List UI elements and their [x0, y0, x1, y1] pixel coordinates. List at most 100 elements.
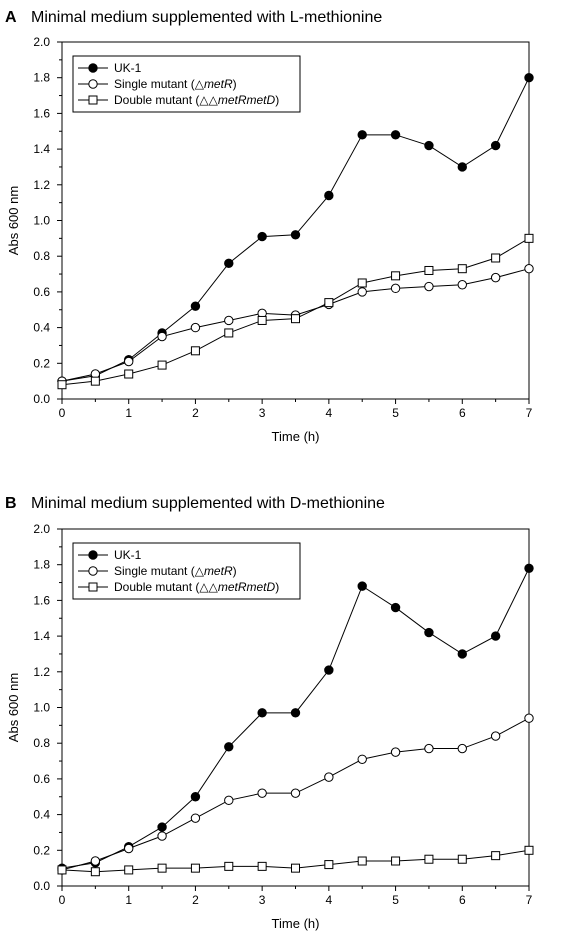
y-tick-label: 1.6 [33, 593, 50, 607]
data-point [491, 851, 501, 861]
data-point [124, 865, 134, 875]
legend-box [72, 542, 301, 600]
data-point [524, 233, 534, 243]
data-point [57, 380, 67, 390]
x-tick-label: 1 [125, 893, 132, 907]
y-tick-label: 1.4 [33, 142, 50, 156]
legend-label: Single mutant (△metR) [114, 564, 237, 578]
y-axis-label: Abs 600 nm [6, 673, 21, 742]
y-tick-label: 0.6 [33, 285, 50, 299]
data-point [224, 795, 234, 806]
x-tick-label: 7 [526, 406, 533, 420]
data-point [190, 792, 201, 802]
legend-marker [88, 550, 98, 560]
data-point [190, 322, 201, 333]
data-point [391, 856, 401, 866]
data-point [157, 863, 167, 873]
data-point [157, 360, 167, 370]
series-line [61, 77, 530, 382]
y-tick-label: 1.2 [33, 178, 50, 192]
data-point [391, 271, 401, 281]
x-tick-label: 6 [459, 406, 466, 420]
legend-marker [88, 566, 98, 576]
data-point [524, 563, 534, 573]
x-tick-label: 5 [392, 893, 399, 907]
data-point [457, 743, 467, 754]
legend-label-italic: metR [204, 564, 233, 578]
panel-a: A Minimal medium supplemented with L-meth… [5, 9, 534, 444]
data-point [490, 731, 501, 741]
data-point [490, 631, 501, 641]
x-tick-label: 3 [259, 406, 266, 420]
data-point [224, 861, 234, 871]
data-point [357, 287, 367, 297]
data-point [157, 331, 167, 342]
series-line [61, 568, 530, 869]
data-point [424, 281, 434, 292]
data-point [190, 346, 200, 356]
data-point [390, 283, 401, 294]
data-point [324, 298, 334, 308]
data-point [257, 315, 267, 325]
x-tick-label: 4 [326, 893, 333, 907]
y-tick-label: 1.6 [33, 106, 50, 120]
chart-title: Minimal medium supplemented with L-methi… [31, 9, 382, 26]
data-point [324, 860, 334, 870]
x-tick-label: 5 [392, 406, 399, 420]
x-tick-label: 2 [192, 406, 199, 420]
x-tick-label: 2 [192, 893, 199, 907]
y-tick-label: 0.0 [33, 392, 50, 406]
legend-label-italic: metRmetD [218, 580, 276, 594]
x-tick-label: 6 [459, 893, 466, 907]
panel-letter: A [5, 9, 17, 26]
y-tick-label: 1.4 [33, 629, 50, 643]
x-tick-label: 0 [59, 893, 66, 907]
legend-label-prefix: UK-1 [114, 548, 142, 562]
legend-marker [88, 95, 98, 105]
legend-box [72, 55, 301, 113]
data-point [390, 130, 401, 140]
data-point [57, 865, 67, 875]
legend-label: UK-1 [114, 61, 142, 75]
data-point [90, 856, 101, 866]
data-point [257, 788, 267, 798]
data-point [291, 314, 300, 324]
legend-label: Single mutant (△metR) [114, 77, 237, 91]
data-point [224, 742, 234, 752]
data-point [324, 772, 334, 782]
data-point [324, 665, 334, 675]
data-point [524, 73, 534, 83]
data-point [390, 747, 401, 757]
data-point [424, 627, 434, 638]
legend-label-prefix: Double mutant (△△ [114, 580, 219, 594]
legend-label: UK-1 [114, 548, 142, 562]
y-tick-label: 0.4 [33, 321, 50, 335]
data-point [424, 265, 434, 275]
data-point [124, 356, 134, 367]
y-tick-label: 1.0 [33, 701, 50, 715]
data-point [357, 278, 367, 288]
legend-marker [88, 79, 98, 89]
x-axis-label: Time (h) [272, 429, 320, 444]
y-tick-label: 2.0 [33, 35, 50, 49]
x-tick-label: 3 [259, 893, 266, 907]
data-point [357, 856, 367, 866]
legend-label: Double mutant (△△metRmetD) [114, 580, 279, 594]
y-tick-label: 1.8 [33, 71, 50, 85]
x-tick-label: 0 [59, 406, 66, 420]
legend-label-italic: metRmetD [218, 93, 276, 107]
data-point [90, 867, 100, 877]
x-tick-label: 1 [125, 406, 132, 420]
data-point [424, 854, 434, 864]
legend-label-suffix: ) [275, 580, 279, 594]
legend-label-suffix: ) [233, 564, 237, 578]
data-point [457, 264, 467, 274]
data-point [524, 713, 534, 723]
legend-label-prefix: Double mutant (△△ [114, 93, 219, 107]
data-point [90, 376, 100, 386]
legend-label-suffix: ) [233, 77, 237, 91]
x-axis-label: Time (h) [272, 916, 320, 931]
data-point [124, 369, 134, 379]
data-point [290, 230, 301, 240]
y-tick-label: 0.2 [33, 356, 50, 370]
